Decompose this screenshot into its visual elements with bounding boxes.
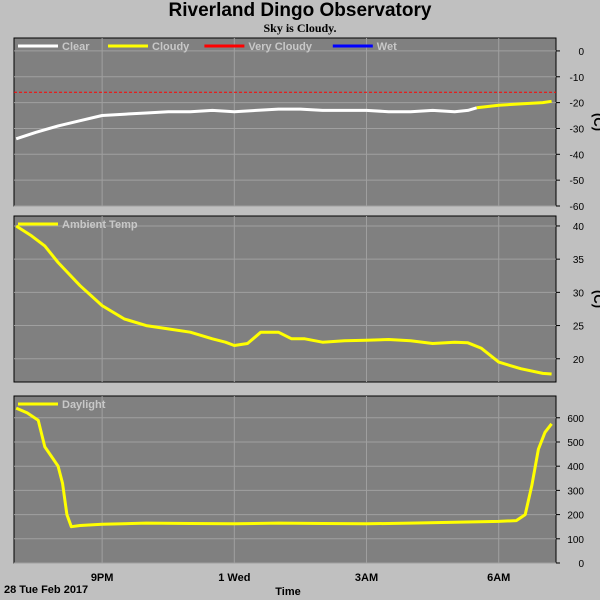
sky-ytick-label: -40 [570, 150, 585, 161]
sky-series-clear [15, 106, 478, 141]
sky-ytick-label: -30 [570, 124, 585, 135]
daylight-ytick-label: 400 [567, 462, 584, 473]
sky-series-cloudy [476, 99, 552, 110]
legend-label-wet: Wet [377, 41, 397, 53]
daylight-ytick-label: 0 [578, 559, 584, 570]
xtick-label: 3AM [355, 572, 378, 584]
legend-label-very-cloudy: Very Cloudy [248, 41, 312, 53]
ambient-ylabel: (C) [591, 290, 600, 308]
ambient-ytick-label: 40 [573, 222, 585, 233]
sky-ytick-label: -60 [570, 202, 585, 213]
ambient-series-ambient-temp [15, 224, 552, 376]
sky-status-subtitle: Sky is Cloudy. [263, 21, 337, 35]
ambient-ytick-label: 35 [573, 255, 585, 266]
daylight-ytick-label: 100 [567, 535, 584, 546]
xtick-label: 1 Wed [218, 572, 250, 584]
xtick-label: 6AM [487, 572, 510, 584]
daylight-ytick-label: 300 [567, 486, 584, 497]
sky-ytick-label: -20 [570, 99, 585, 110]
x-axis-label: Time [275, 586, 300, 598]
legend-label-ambient-temp: Ambient Temp [62, 219, 138, 231]
date-label: 28 Tue Feb 2017 [4, 584, 89, 596]
daylight-plot-area [13, 395, 557, 564]
sky-ytick-label: -10 [570, 73, 585, 84]
ambient-plot-area [13, 215, 557, 383]
sky-ytick-label: 0 [578, 47, 584, 58]
sky-ytick-label: -50 [570, 176, 585, 187]
legend-label-clear: Clear [62, 41, 90, 53]
ambient-ytick-label: 25 [573, 322, 585, 333]
daylight-ytick-label: 200 [567, 511, 584, 522]
legend-label-cloudy: Cloudy [152, 41, 190, 53]
ambient-ytick-label: 20 [573, 355, 585, 366]
sky-ylabel: (C) [591, 113, 600, 131]
sky-plot-area [13, 37, 557, 207]
xtick-label: 9PM [91, 572, 114, 584]
daylight-series-daylight [15, 406, 553, 529]
daylight-ytick-label: 600 [567, 414, 584, 425]
ambient-ytick-label: 30 [573, 288, 585, 299]
daylight-ytick-label: 500 [567, 438, 584, 449]
page-title: Riverland Dingo Observatory [168, 0, 432, 21]
legend-label-daylight: Daylight [62, 399, 106, 411]
